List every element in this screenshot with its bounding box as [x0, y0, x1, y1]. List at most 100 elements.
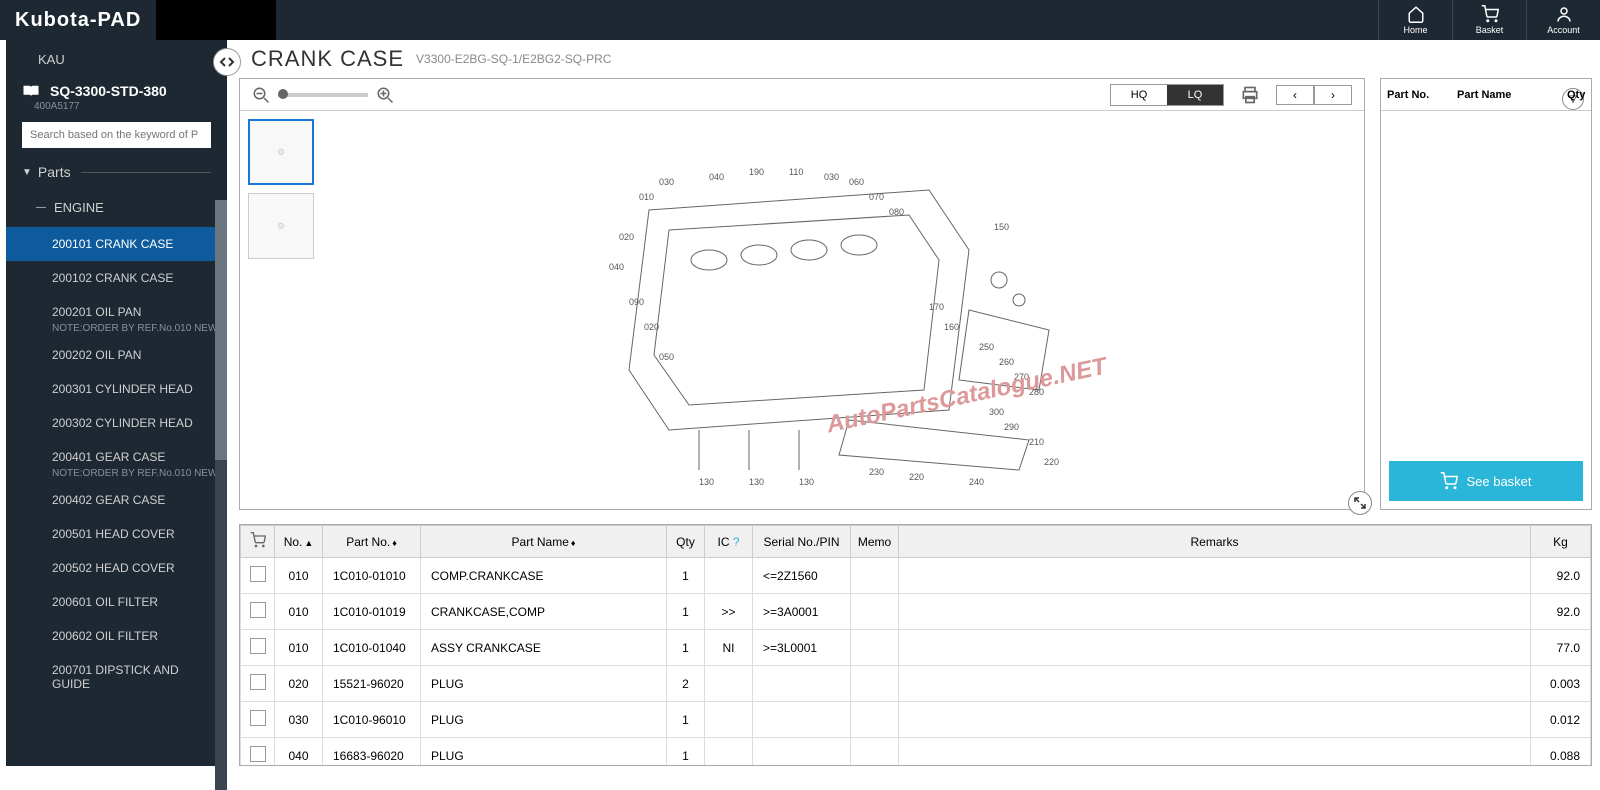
- sidebar-item[interactable]: 200601 OIL FILTER: [6, 585, 227, 619]
- sidebar: KAU SQ-3300-STD-380 400A5177 ▼ Parts ENG…: [6, 40, 227, 766]
- home-icon: [1407, 5, 1425, 23]
- svg-text:070: 070: [869, 192, 884, 202]
- parts-header[interactable]: ▼ Parts: [6, 156, 227, 188]
- next-button[interactable]: ›: [1314, 85, 1352, 105]
- col-ic[interactable]: IC ?: [705, 526, 753, 558]
- row-checkbox[interactable]: [250, 566, 266, 582]
- svg-text:160: 160: [944, 322, 959, 332]
- col-memo[interactable]: Memo: [851, 526, 899, 558]
- basket-panel: Part No. Part Name Qty See basket: [1380, 78, 1592, 510]
- col-serial[interactable]: Serial No./PIN: [753, 526, 851, 558]
- thumbnail-1[interactable]: ⚙: [248, 119, 314, 185]
- col-no[interactable]: No.▲: [275, 526, 323, 558]
- svg-text:220: 220: [1044, 457, 1059, 467]
- sidebar-item[interactable]: 200301 CYLINDER HEAD: [6, 372, 227, 406]
- row-checkbox[interactable]: [250, 674, 266, 690]
- sidebar-item[interactable]: 200602 OIL FILTER: [6, 619, 227, 653]
- account-button[interactable]: Account: [1526, 0, 1600, 40]
- home-label: Home: [1403, 25, 1427, 35]
- table-row[interactable]: 0101C010-01019CRANKCASE,COMP1>>>=3A00019…: [241, 594, 1591, 630]
- row-checkbox[interactable]: [250, 602, 266, 618]
- svg-text:290: 290: [1004, 422, 1019, 432]
- page-title: CRANK CASE: [251, 46, 404, 72]
- basket-body: [1381, 111, 1591, 453]
- sidebar-item[interactable]: 200501 HEAD COVER: [6, 517, 227, 551]
- sidebar-item[interactable]: 200102 CRANK CASE: [6, 261, 227, 295]
- tree-engine[interactable]: ENGINE: [6, 188, 227, 227]
- svg-text:170: 170: [929, 302, 944, 312]
- cart-header-icon[interactable]: [250, 532, 266, 548]
- collapse-icon: ▼: [22, 167, 32, 178]
- lq-button[interactable]: LQ: [1167, 85, 1223, 105]
- parts-table: No.▲ Part No.♦ Part Name♦ Qty IC ? Seria…: [239, 524, 1592, 766]
- svg-text:260: 260: [999, 357, 1014, 367]
- sidebar-item[interactable]: 200402 GEAR CASE: [6, 483, 227, 517]
- table-row[interactable]: 02015521-96020PLUG20.003: [241, 666, 1591, 702]
- search-input[interactable]: [22, 122, 211, 148]
- sidebar-item[interactable]: 200202 OIL PAN: [6, 338, 227, 372]
- basket-button[interactable]: Basket: [1452, 0, 1526, 40]
- account-label: Account: [1547, 25, 1580, 35]
- page-subtitle: V3300-E2BG-SQ-1/E2BG2-SQ-PRC: [416, 52, 611, 66]
- book-title[interactable]: SQ-3300-STD-380: [50, 83, 167, 99]
- svg-text:240: 240: [969, 477, 984, 487]
- basket-label: Basket: [1476, 25, 1504, 35]
- see-basket-button[interactable]: See basket: [1389, 461, 1583, 501]
- svg-text:080: 080: [889, 207, 904, 217]
- col-remarks[interactable]: Remarks: [899, 526, 1531, 558]
- sidebar-item[interactable]: 200101 CRANK CASE: [6, 227, 227, 261]
- home-button[interactable]: Home: [1378, 0, 1452, 40]
- sidebar-toggle[interactable]: [213, 48, 241, 76]
- svg-text:030: 030: [824, 172, 839, 182]
- sidebar-item[interactable]: 200302 CYLINDER HEAD: [6, 406, 227, 440]
- svg-text:250: 250: [979, 342, 994, 352]
- col-kg[interactable]: Kg: [1531, 526, 1591, 558]
- diagram-image[interactable]: 010020040 030040190 110030060 070080150 …: [334, 111, 1364, 509]
- svg-text:050: 050: [659, 352, 674, 362]
- svg-text:130: 130: [799, 477, 814, 487]
- svg-text:020: 020: [644, 322, 659, 332]
- print-icon[interactable]: [1240, 85, 1260, 105]
- quality-toggle: HQ LQ: [1110, 84, 1224, 106]
- logo-dark-box: [156, 0, 276, 40]
- svg-text:130: 130: [699, 477, 714, 487]
- col-part-no: Part No.: [1381, 79, 1451, 110]
- svg-text:040: 040: [609, 262, 624, 272]
- basket-icon: [1481, 5, 1499, 23]
- thumbnail-2[interactable]: ⚙: [248, 193, 314, 259]
- zoom-out-icon[interactable]: [252, 86, 270, 104]
- hq-button[interactable]: HQ: [1111, 85, 1167, 105]
- row-checkbox[interactable]: [250, 746, 266, 762]
- account-icon: [1555, 5, 1573, 23]
- table-row[interactable]: 0101C010-01010COMP.CRANKCASE1<=2Z156092.…: [241, 558, 1591, 594]
- svg-text:020: 020: [619, 232, 634, 242]
- expand-button[interactable]: [1348, 491, 1372, 515]
- zoom-in-icon[interactable]: [376, 86, 394, 104]
- sidebar-item-note: NOTE:ORDER BY REF.No.010 NEW: [6, 468, 227, 479]
- table-row[interactable]: 04016683-96020PLUG10.088: [241, 738, 1591, 767]
- sidebar-item-note: NOTE:ORDER BY REF.No.010 NEW: [6, 323, 227, 334]
- col-partname[interactable]: Part Name♦: [421, 526, 667, 558]
- table-row[interactable]: 0301C010-96010PLUG10.012: [241, 702, 1591, 738]
- svg-text:060: 060: [849, 177, 864, 187]
- book-subtitle: 400A5177: [6, 101, 227, 112]
- col-partno[interactable]: Part No.♦: [323, 526, 421, 558]
- sidebar-item[interactable]: 200502 HEAD COVER: [6, 551, 227, 585]
- kau-label[interactable]: KAU: [6, 40, 227, 83]
- svg-text:130: 130: [749, 477, 764, 487]
- svg-text:090: 090: [629, 297, 644, 307]
- svg-text:030: 030: [659, 177, 674, 187]
- zoom-slider[interactable]: [278, 93, 368, 97]
- row-checkbox[interactable]: [250, 710, 266, 726]
- prev-button[interactable]: ‹: [1276, 85, 1314, 105]
- row-checkbox[interactable]: [250, 638, 266, 654]
- cart-icon: [1440, 472, 1458, 490]
- sidebar-scrollbar[interactable]: [215, 200, 227, 790]
- sidebar-item[interactable]: 200701 DIPSTICK AND GUIDE: [6, 653, 227, 701]
- svg-text:190: 190: [749, 167, 764, 177]
- col-qty2[interactable]: Qty: [667, 526, 705, 558]
- svg-text:220: 220: [909, 472, 924, 482]
- main: CRANK CASE V3300-E2BG-SQ-1/E2BG2-SQ-PRC …: [227, 40, 1600, 766]
- svg-text:230: 230: [869, 467, 884, 477]
- table-row[interactable]: 0101C010-01040ASSY CRANKCASE1NI>=3L00017…: [241, 630, 1591, 666]
